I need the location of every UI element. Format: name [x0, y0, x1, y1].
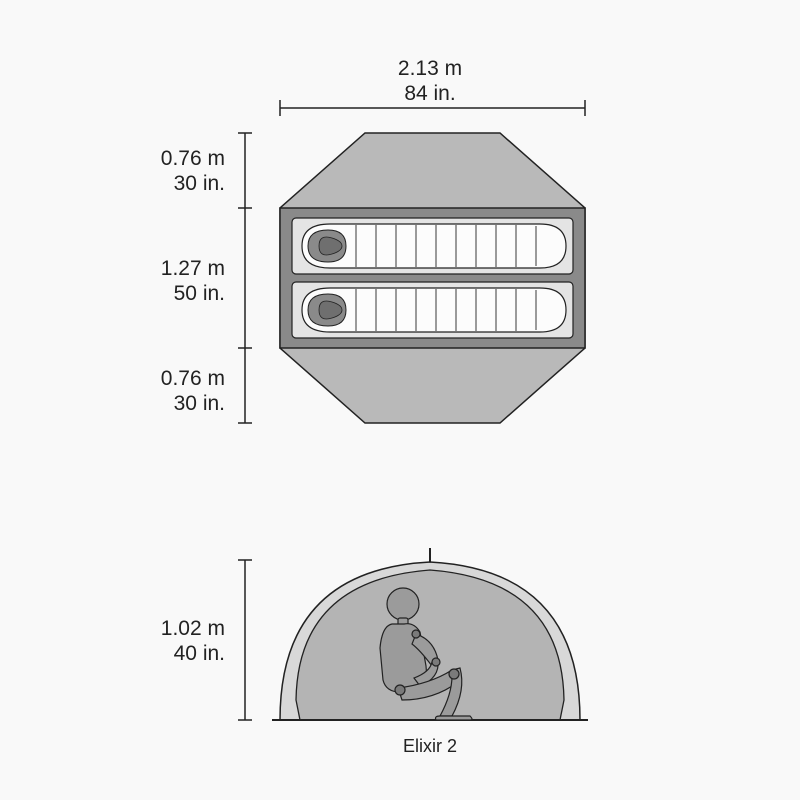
inner-imperial: 50 in. [174, 282, 225, 305]
vest-bot-metric: 0.76 m [161, 367, 225, 390]
vest-top-metric: 0.76 m [161, 147, 225, 170]
dimension-width: 2.13 m 84 in. [280, 57, 585, 116]
side-profile [272, 548, 588, 720]
width-metric: 2.13 m [398, 57, 462, 80]
sleeping-bag-2 [302, 288, 566, 332]
left-ruler [238, 133, 252, 423]
product-name: Elixir 2 [403, 736, 457, 756]
height-metric: 1.02 m [161, 617, 225, 640]
vest-bot-imperial: 30 in. [174, 392, 225, 415]
floorplan [280, 133, 585, 423]
width-imperial: 84 in. [404, 82, 455, 105]
height-imperial: 40 in. [174, 642, 225, 665]
sleeping-bag-1 [302, 224, 566, 268]
height-ruler [238, 560, 252, 720]
vest-top-imperial: 30 in. [174, 172, 225, 195]
inner-metric: 1.27 m [161, 257, 225, 280]
